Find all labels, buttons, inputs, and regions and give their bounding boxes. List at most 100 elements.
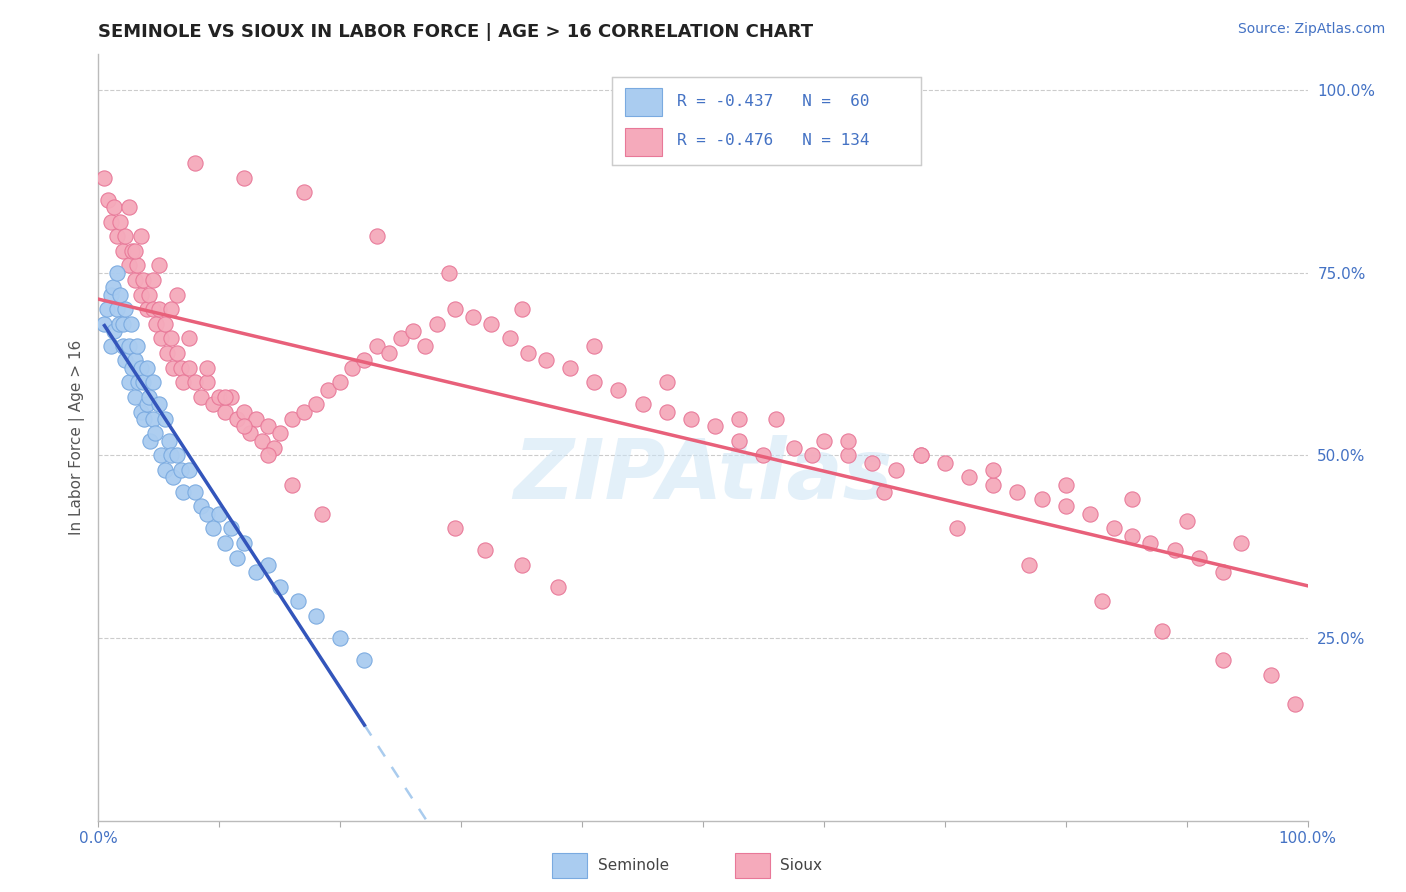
Point bbox=[100, 339, 122, 353]
Point bbox=[153, 412, 176, 426]
Point bbox=[292, 186, 315, 200]
Point bbox=[860, 456, 883, 470]
Point bbox=[239, 426, 262, 441]
Point bbox=[101, 280, 124, 294]
Point bbox=[281, 477, 304, 491]
Point bbox=[103, 200, 125, 214]
Point bbox=[886, 463, 908, 477]
Point bbox=[873, 484, 896, 499]
Point bbox=[474, 543, 496, 558]
Point bbox=[148, 397, 170, 411]
Point bbox=[437, 266, 460, 280]
Point bbox=[221, 390, 243, 404]
Point bbox=[329, 631, 352, 645]
Point bbox=[148, 259, 170, 273]
Point bbox=[134, 412, 156, 426]
Point bbox=[162, 470, 184, 484]
Point bbox=[1163, 543, 1185, 558]
Point bbox=[135, 302, 157, 317]
Point bbox=[118, 339, 141, 353]
Point bbox=[169, 360, 191, 375]
Point bbox=[214, 390, 236, 404]
Point bbox=[910, 448, 932, 462]
Point bbox=[245, 412, 267, 426]
Point bbox=[139, 434, 162, 448]
Point bbox=[1018, 558, 1040, 572]
Point bbox=[305, 609, 328, 624]
Point bbox=[169, 463, 191, 477]
Point bbox=[166, 287, 188, 301]
Point bbox=[118, 200, 141, 214]
Point bbox=[105, 302, 128, 317]
Point bbox=[93, 317, 115, 331]
Point bbox=[129, 360, 152, 375]
Point bbox=[124, 353, 146, 368]
Point bbox=[981, 463, 1004, 477]
Text: Source: ZipAtlas.com: Source: ZipAtlas.com bbox=[1237, 22, 1385, 37]
Point bbox=[1139, 536, 1161, 550]
Point bbox=[329, 376, 352, 390]
Point bbox=[150, 448, 173, 462]
Point bbox=[129, 287, 152, 301]
Point bbox=[413, 339, 436, 353]
Point bbox=[583, 339, 606, 353]
Point bbox=[463, 310, 485, 324]
Point bbox=[498, 331, 520, 345]
Bar bbox=[551, 853, 588, 878]
Point bbox=[444, 302, 467, 317]
Point bbox=[232, 419, 254, 434]
Point bbox=[1078, 507, 1101, 521]
Point bbox=[108, 287, 131, 301]
Point bbox=[281, 412, 304, 426]
Point bbox=[150, 331, 173, 345]
Point bbox=[366, 229, 388, 244]
Point bbox=[444, 521, 467, 535]
Point bbox=[114, 353, 136, 368]
Point bbox=[263, 441, 285, 455]
Point bbox=[145, 317, 167, 331]
Point bbox=[195, 376, 218, 390]
Point bbox=[202, 397, 225, 411]
Point bbox=[135, 397, 157, 411]
Point bbox=[1212, 566, 1234, 580]
Point bbox=[214, 536, 236, 550]
Point bbox=[118, 259, 141, 273]
Point bbox=[558, 360, 581, 375]
Point bbox=[111, 244, 134, 258]
Point bbox=[160, 331, 183, 345]
Point bbox=[156, 346, 179, 360]
Point bbox=[256, 558, 278, 572]
Point bbox=[105, 229, 128, 244]
Point bbox=[728, 412, 751, 426]
Point bbox=[124, 244, 146, 258]
Point bbox=[172, 376, 194, 390]
Point bbox=[1260, 667, 1282, 681]
Point bbox=[96, 302, 118, 317]
Point bbox=[655, 404, 678, 418]
Point bbox=[108, 317, 131, 331]
Point bbox=[132, 273, 155, 287]
Point bbox=[179, 463, 201, 477]
Point bbox=[534, 353, 557, 368]
Point bbox=[202, 521, 225, 535]
Point bbox=[256, 448, 278, 462]
Point bbox=[153, 463, 176, 477]
Point bbox=[1284, 697, 1306, 711]
Point bbox=[1230, 536, 1253, 550]
Point bbox=[1121, 529, 1143, 543]
Point bbox=[93, 170, 115, 185]
Point bbox=[226, 412, 249, 426]
Point bbox=[100, 214, 122, 228]
Point bbox=[166, 346, 188, 360]
Point bbox=[316, 383, 339, 397]
Point bbox=[377, 346, 399, 360]
Point bbox=[114, 229, 136, 244]
Text: Seminole: Seminole bbox=[598, 858, 669, 872]
Point bbox=[402, 324, 425, 338]
Point bbox=[583, 376, 606, 390]
Point bbox=[114, 302, 136, 317]
Point bbox=[121, 360, 143, 375]
Point bbox=[108, 214, 131, 228]
Point bbox=[1102, 521, 1125, 535]
Point bbox=[190, 390, 212, 404]
